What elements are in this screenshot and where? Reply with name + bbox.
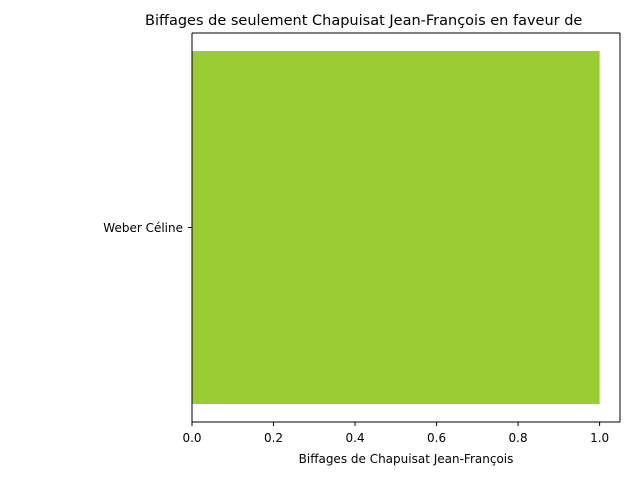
x-tick-label: 0.4 bbox=[346, 431, 365, 445]
x-axis-label: Biffages de Chapuisat Jean-François bbox=[299, 452, 514, 466]
bar bbox=[192, 51, 600, 404]
x-tick-label: 0.8 bbox=[509, 431, 528, 445]
x-tick-label: 0.0 bbox=[182, 431, 201, 445]
x-tick-label: 0.6 bbox=[427, 431, 446, 445]
y-tick-label: Weber Céline bbox=[103, 221, 183, 235]
x-tick-label: 1.0 bbox=[590, 431, 609, 445]
plot-area: Weber Céline 0.0 0.2 0.4 0.6 0.8 1.0 bbox=[103, 32, 621, 445]
x-tick-label: 0.2 bbox=[264, 431, 283, 445]
chart-title: Biffages de seulement Chapuisat Jean-Fra… bbox=[145, 13, 582, 29]
